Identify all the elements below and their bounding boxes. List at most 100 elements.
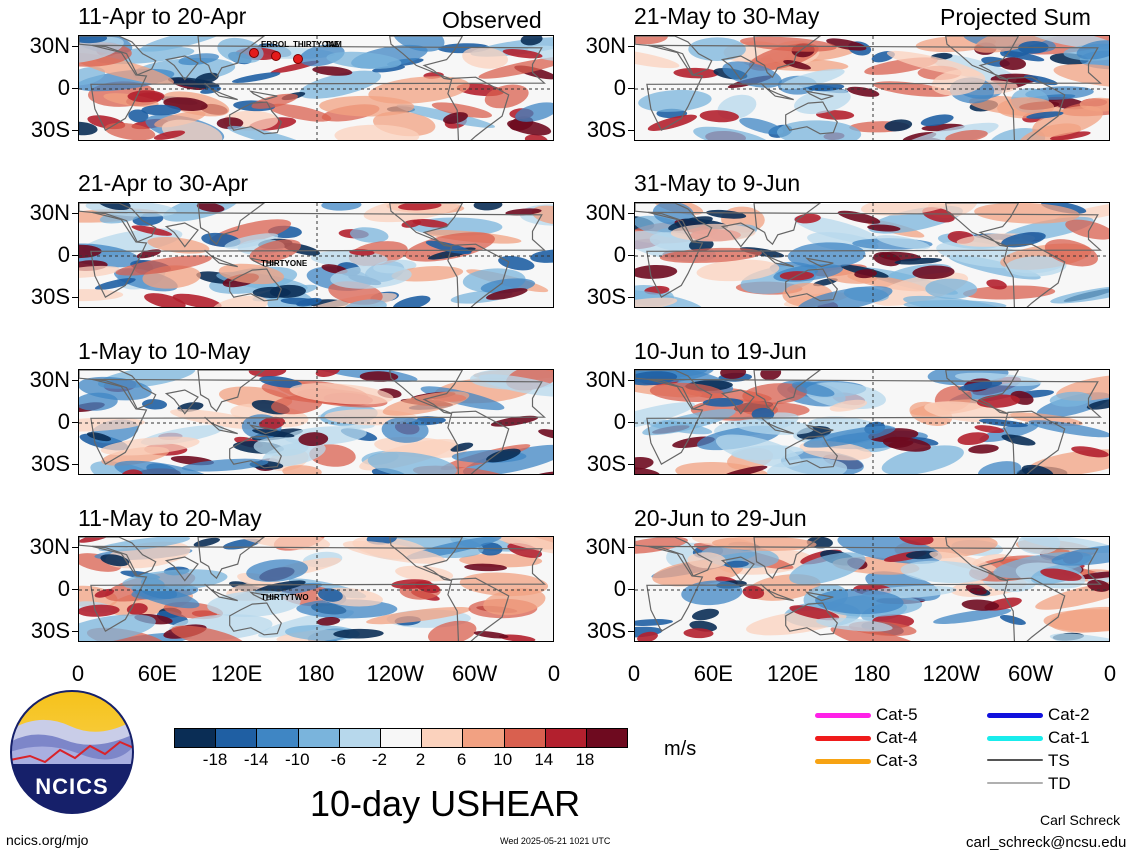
latitude-label: 30S xyxy=(586,284,626,309)
latitude-label: 0 xyxy=(57,409,70,434)
latitude-label: 30N xyxy=(29,33,70,58)
colorbar-tick-label: -18 xyxy=(202,750,228,769)
colorbar-swatch xyxy=(503,729,545,747)
longitude-label: 120E xyxy=(766,661,819,686)
storm-label: THIRTYONE xyxy=(293,40,340,49)
shear-map xyxy=(634,35,1110,141)
colorbar-swatch xyxy=(175,729,216,747)
colorbar-swatch xyxy=(421,729,463,747)
latitude-tick xyxy=(72,213,78,214)
latitude-tick xyxy=(72,255,78,256)
longitude-label: 0 xyxy=(1103,661,1117,686)
latitude-label: 30N xyxy=(585,33,626,58)
panel-title: 21-May to 30-May xyxy=(634,3,820,29)
latitude-label: 0 xyxy=(57,242,70,267)
storm-marker xyxy=(293,54,303,64)
legend-swatch xyxy=(987,736,1043,741)
latitude-tick xyxy=(628,213,634,214)
latitude-label: 30N xyxy=(29,534,70,559)
latitude-label: 0 xyxy=(613,576,626,601)
ncics-logo: NCICS xyxy=(10,690,134,814)
legend-swatch xyxy=(987,782,1043,784)
shear-map xyxy=(78,369,554,475)
legend-swatch xyxy=(815,713,871,718)
colorbar-tick-label: 10 xyxy=(493,750,513,769)
colorbar-swatch xyxy=(215,729,257,747)
longitude-label: 0 xyxy=(547,661,561,686)
latitude-label: 30N xyxy=(29,367,70,392)
logo-text: NCICS xyxy=(35,774,109,799)
legend-label: TD xyxy=(1048,774,1071,793)
latitude-tick xyxy=(628,547,634,548)
latitude-tick xyxy=(628,297,634,298)
storm-label: THIRTYTWO xyxy=(261,593,309,602)
colorbar-tick-label: -6 xyxy=(330,750,346,769)
latitude-tick xyxy=(628,589,634,590)
shear-map: THIRTYONE xyxy=(78,202,554,308)
colorbar-swatch xyxy=(338,729,380,747)
colorbar-tick-label: -14 xyxy=(243,750,269,769)
longitude-label: 120W xyxy=(366,661,425,686)
latitude-tick xyxy=(628,46,634,47)
storm-label: ERROL xyxy=(261,40,289,49)
shear-map xyxy=(634,202,1110,308)
longitude-label: 60W xyxy=(1008,661,1054,686)
latitude-label: 30S xyxy=(586,117,626,142)
latitude-tick xyxy=(72,46,78,47)
latitude-tick xyxy=(72,631,78,632)
latitude-label: 30N xyxy=(29,200,70,225)
latitude-label: 0 xyxy=(613,75,626,100)
shear-map xyxy=(634,369,1110,475)
latitude-label: 30N xyxy=(585,534,626,559)
colorbar-swatch xyxy=(379,729,422,747)
panel-title: 11-May to 20-May xyxy=(78,505,262,531)
source-url[interactable]: ncics.org/mjo xyxy=(6,832,89,848)
latitude-label: 0 xyxy=(613,409,626,434)
panel-title: 20-Jun to 29-Jun xyxy=(634,505,807,531)
latitude-label: 0 xyxy=(57,576,70,601)
latitude-label: 0 xyxy=(613,242,626,267)
longitude-label: 120E xyxy=(210,661,263,686)
colorbar-tick-label: 6 xyxy=(456,750,467,769)
latitude-tick xyxy=(628,380,634,381)
latitude-tick xyxy=(72,88,78,89)
storm-marker xyxy=(249,48,259,58)
panel-title: 11-Apr to 20-Apr xyxy=(78,3,247,29)
colorbar-tick-label: 18 xyxy=(575,750,595,769)
latitude-label: 30S xyxy=(30,451,70,476)
legend-swatch xyxy=(987,713,1043,718)
colorbar-tick-label: -10 xyxy=(284,750,310,769)
author-name: Carl Schreck xyxy=(1040,812,1121,828)
latitude-tick xyxy=(72,464,78,465)
latitude-tick xyxy=(628,631,634,632)
colorbar-swatch xyxy=(256,729,298,747)
legend-swatch xyxy=(987,759,1043,761)
panel-title: 10-Jun to 19-Jun xyxy=(634,338,807,364)
longitude-label: 60E xyxy=(137,661,177,686)
longitude-label: 180 xyxy=(853,661,891,686)
longitude-label: 0 xyxy=(627,661,641,686)
panel-title: 1-May to 10-May xyxy=(78,338,251,364)
colorbar-swatch xyxy=(297,729,339,747)
latitude-tick xyxy=(628,88,634,89)
colorbar-tick-label: 14 xyxy=(534,750,554,769)
latitude-tick xyxy=(72,380,78,381)
latitude-label: 30S xyxy=(30,284,70,309)
author-email[interactable]: carl_schreck@ncsu.edu xyxy=(966,834,1127,851)
storm-marker xyxy=(271,51,281,61)
colorbar xyxy=(174,728,628,748)
latitude-tick xyxy=(628,464,634,465)
colorbar-swatch xyxy=(462,729,504,747)
latitude-label: 30S xyxy=(30,618,70,643)
legend-swatch xyxy=(815,759,871,764)
storm-label: TAM xyxy=(325,40,342,49)
legend-label: Cat-4 xyxy=(876,728,918,747)
projected-label: Projected Sum xyxy=(940,4,1091,30)
latitude-label: 30S xyxy=(30,117,70,142)
latitude-label: 0 xyxy=(57,75,70,100)
colorbar-tick-label: -2 xyxy=(371,750,388,769)
shear-map xyxy=(634,536,1110,642)
colorbar-swatch xyxy=(585,729,628,747)
latitude-label: 30N xyxy=(585,200,626,225)
legend-swatch xyxy=(815,736,871,741)
